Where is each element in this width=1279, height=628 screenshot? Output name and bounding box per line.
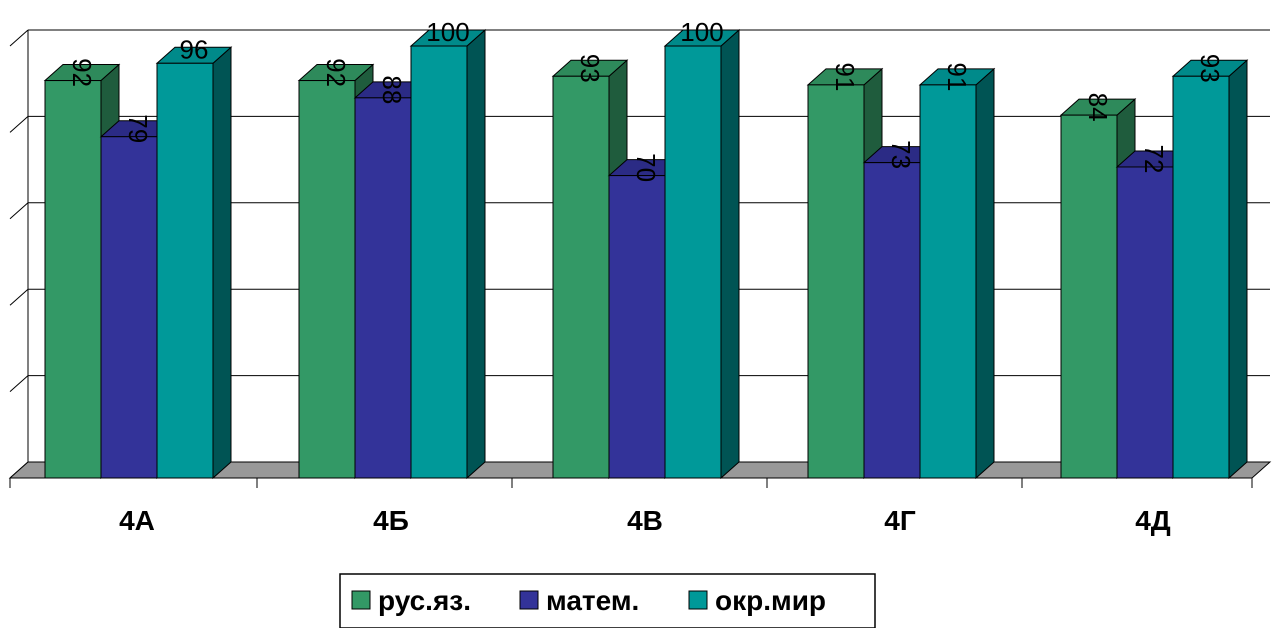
grid-tick (9, 116, 29, 133)
category-label: 4В (627, 505, 663, 536)
legend: рус.яз. матем. окр.мир (339, 573, 876, 628)
data-label: 92 (321, 58, 351, 87)
bar-front (1116, 166, 1174, 479)
bar-front (156, 62, 214, 479)
data-label: 70 (631, 153, 661, 182)
bar-front (1060, 114, 1118, 479)
bar (155, 46, 233, 480)
legend-label: матем. (546, 585, 639, 616)
data-label: 93 (575, 54, 605, 83)
bar-front (1172, 75, 1230, 479)
category-label: 4Г (884, 505, 916, 536)
data-label: 92 (67, 58, 97, 87)
bar-front (410, 45, 468, 479)
bar (918, 67, 996, 480)
bar-front (608, 175, 666, 479)
data-label: 73 (886, 140, 916, 169)
data-label: 91 (830, 62, 860, 91)
legend-item: рус.яз. (351, 585, 471, 616)
grid-tick (9, 29, 29, 47)
grid-tick (9, 375, 29, 392)
data-label: 79 (123, 114, 153, 143)
bar-side (975, 67, 995, 480)
data-label: 93 (1195, 54, 1225, 83)
bar-front (354, 97, 412, 479)
bar-front (664, 45, 722, 479)
bar-front (807, 84, 865, 479)
legend-label: окр.мир (715, 585, 826, 616)
legend-label: рус.яз. (378, 585, 471, 616)
category-label: 4Б (373, 505, 409, 536)
bar-side (212, 46, 232, 480)
bar-front (863, 162, 921, 479)
bars (43, 28, 1249, 480)
bar-front (919, 84, 977, 479)
data-label: 84 (1083, 93, 1113, 122)
grid-tick (9, 202, 29, 220)
legend-item: окр.мир (688, 585, 826, 616)
legend-item: матем. (519, 585, 639, 616)
grid-tick (9, 288, 29, 306)
bar-front (100, 136, 158, 479)
category-labels: 4А 4Б 4В 4Г 4Д (119, 505, 1171, 536)
legend-swatch (351, 590, 371, 610)
data-label: 72 (1139, 144, 1169, 173)
bar (663, 28, 741, 480)
bar-front (298, 80, 356, 479)
legend-swatch (688, 590, 708, 610)
data-labels: 92 79 96 92 88 100 93 70 100 91 73 91 84 72 93 (67, 17, 1225, 182)
bar-side (720, 28, 740, 480)
category-label: 4Д (1135, 505, 1171, 536)
data-label: 100 (680, 17, 723, 47)
legend-swatch (519, 590, 539, 610)
bar-front (552, 75, 610, 479)
bar (1171, 59, 1249, 480)
data-label: 91 (942, 62, 972, 91)
bar-side (466, 28, 486, 480)
bar-front (44, 80, 102, 479)
data-label: 88 (377, 75, 407, 104)
data-label: 100 (426, 17, 469, 47)
bar (409, 28, 487, 480)
data-label: 96 (180, 34, 209, 64)
legend-box (339, 573, 876, 628)
bar-side (1228, 59, 1248, 480)
category-label: 4А (119, 505, 155, 536)
